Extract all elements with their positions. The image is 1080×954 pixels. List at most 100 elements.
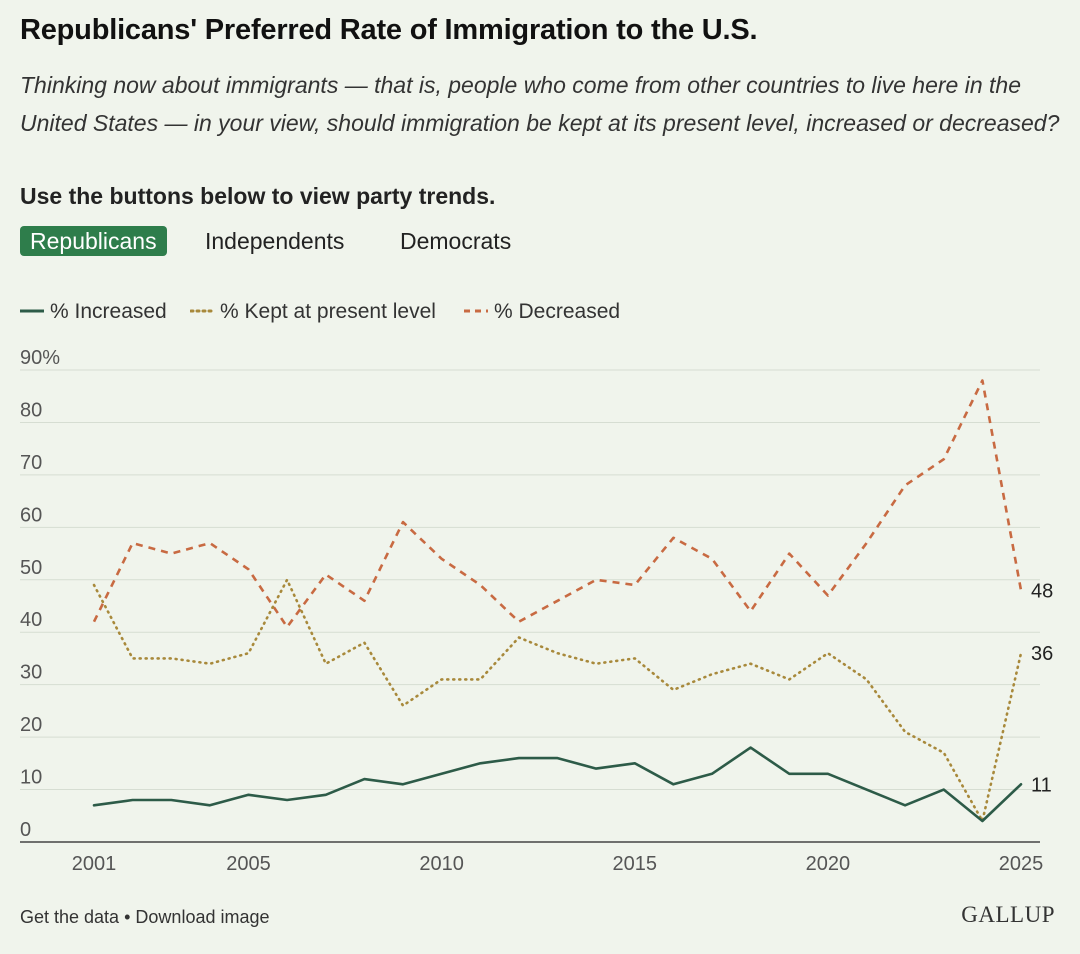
data-point-kept bbox=[556, 651, 560, 655]
data-point-kept bbox=[208, 662, 212, 666]
data-point-increased bbox=[517, 756, 521, 760]
get-data-link[interactable]: Get the data bbox=[20, 907, 120, 927]
data-point-increased bbox=[865, 788, 869, 792]
legend-swatch-decreased bbox=[464, 309, 488, 313]
data-point-kept bbox=[478, 677, 482, 681]
data-point-decreased bbox=[517, 620, 521, 624]
data-point-kept bbox=[247, 651, 251, 655]
x-tick-label: 2001 bbox=[72, 853, 117, 875]
legend-swatch-kept bbox=[190, 309, 214, 313]
tab-democrats[interactable]: Democrats bbox=[400, 228, 512, 254]
data-point-increased bbox=[362, 777, 366, 781]
data-point-kept bbox=[1019, 651, 1023, 655]
data-point-kept bbox=[633, 656, 637, 660]
data-point-increased bbox=[92, 803, 96, 807]
y-tick-label: 80 bbox=[20, 399, 42, 421]
data-point-decreased bbox=[401, 520, 405, 524]
x-tick-label: 2025 bbox=[999, 853, 1044, 875]
data-point-increased bbox=[671, 782, 675, 786]
data-point-decreased bbox=[247, 567, 251, 571]
data-point-kept bbox=[826, 651, 830, 655]
data-point-kept bbox=[131, 656, 135, 660]
data-point-decreased bbox=[478, 583, 482, 587]
footer-links: Get the data • Download image bbox=[20, 907, 270, 928]
data-point-kept bbox=[903, 730, 907, 734]
data-point-decreased bbox=[169, 552, 173, 556]
data-point-kept bbox=[324, 662, 328, 666]
instruction-text: Use the buttons below to view party tren… bbox=[20, 183, 496, 209]
chart-title: Republicans' Preferred Rate of Immigrati… bbox=[20, 14, 758, 46]
footer-separator: • bbox=[124, 907, 131, 927]
series-line-decreased bbox=[92, 379, 1023, 629]
tab-independents[interactable]: Independents bbox=[205, 228, 345, 254]
data-point-decreased bbox=[671, 536, 675, 540]
data-point-decreased bbox=[865, 541, 869, 545]
data-point-increased bbox=[208, 803, 212, 807]
data-point-increased bbox=[633, 761, 637, 765]
data-point-decreased bbox=[362, 599, 366, 603]
data-point-decreased bbox=[903, 483, 907, 487]
data-point-increased bbox=[749, 746, 753, 750]
y-tick-label: 60 bbox=[20, 504, 42, 526]
data-point-decreased bbox=[710, 557, 714, 561]
x-tick-label: 2005 bbox=[226, 853, 271, 875]
data-point-increased bbox=[401, 782, 405, 786]
data-point-decreased bbox=[633, 583, 637, 587]
question-text: Thinking now about immigrants — that is,… bbox=[20, 72, 1060, 136]
data-point-increased bbox=[594, 767, 598, 771]
end-label-increased: 11 bbox=[1031, 774, 1052, 796]
data-point-decreased bbox=[942, 457, 946, 461]
data-point-increased bbox=[285, 798, 289, 802]
series-line-kept bbox=[92, 578, 1023, 823]
data-point-kept bbox=[517, 635, 521, 639]
x-tick-label: 2020 bbox=[806, 853, 851, 875]
data-point-kept bbox=[440, 677, 444, 681]
y-tick-label: 70 bbox=[20, 452, 42, 474]
y-tick-label: 90% bbox=[20, 347, 60, 369]
data-point-decreased bbox=[131, 541, 135, 545]
data-point-kept bbox=[401, 704, 405, 708]
data-point-kept bbox=[865, 677, 869, 681]
data-point-decreased bbox=[208, 541, 212, 545]
line-chart: 0 10 20 30 40 50 60 70 80 90% 2001 2005 2010 2015 2020… bbox=[20, 347, 1053, 875]
legend-label-kept: % Kept at present level bbox=[220, 300, 436, 323]
data-point-increased bbox=[478, 761, 482, 765]
data-point-decreased bbox=[92, 620, 96, 624]
data-point-increased bbox=[980, 819, 984, 823]
y-tick-label: 0 bbox=[20, 819, 31, 841]
data-point-kept bbox=[942, 751, 946, 755]
data-point-increased bbox=[710, 772, 714, 776]
data-point-decreased bbox=[980, 378, 984, 382]
data-point-increased bbox=[247, 793, 251, 797]
tab-republicans[interactable]: Republicans bbox=[20, 226, 167, 256]
y-tick-label: 40 bbox=[20, 609, 42, 631]
download-image-link[interactable]: Download image bbox=[135, 907, 270, 927]
data-point-decreased bbox=[1019, 588, 1023, 592]
y-tick-label: 30 bbox=[20, 662, 42, 684]
x-tick-label: 2015 bbox=[613, 853, 658, 875]
data-point-kept bbox=[92, 583, 96, 587]
legend-label-decreased: % Decreased bbox=[494, 300, 621, 323]
data-point-increased bbox=[1019, 782, 1023, 786]
data-point-kept bbox=[710, 672, 714, 676]
data-point-decreased bbox=[826, 594, 830, 598]
data-point-decreased bbox=[594, 578, 598, 582]
series-line-increased bbox=[92, 746, 1023, 823]
data-point-kept bbox=[285, 578, 289, 582]
y-tick-label: 50 bbox=[20, 557, 42, 579]
legend-swatch-increased bbox=[20, 309, 44, 313]
y-tick-label: 10 bbox=[20, 767, 42, 789]
end-label-kept: 36 bbox=[1031, 643, 1053, 665]
data-point-kept bbox=[671, 688, 675, 692]
gallup-logo: GALLUP bbox=[961, 902, 1055, 927]
data-point-decreased bbox=[324, 573, 328, 577]
data-point-kept bbox=[749, 662, 753, 666]
x-tick-label: 2010 bbox=[419, 853, 464, 875]
y-tick-label: 20 bbox=[20, 714, 42, 736]
end-label-decreased: 48 bbox=[1031, 580, 1053, 602]
data-point-increased bbox=[131, 798, 135, 802]
data-point-increased bbox=[942, 788, 946, 792]
data-point-kept bbox=[169, 656, 173, 660]
data-point-increased bbox=[440, 772, 444, 776]
data-point-increased bbox=[556, 756, 560, 760]
